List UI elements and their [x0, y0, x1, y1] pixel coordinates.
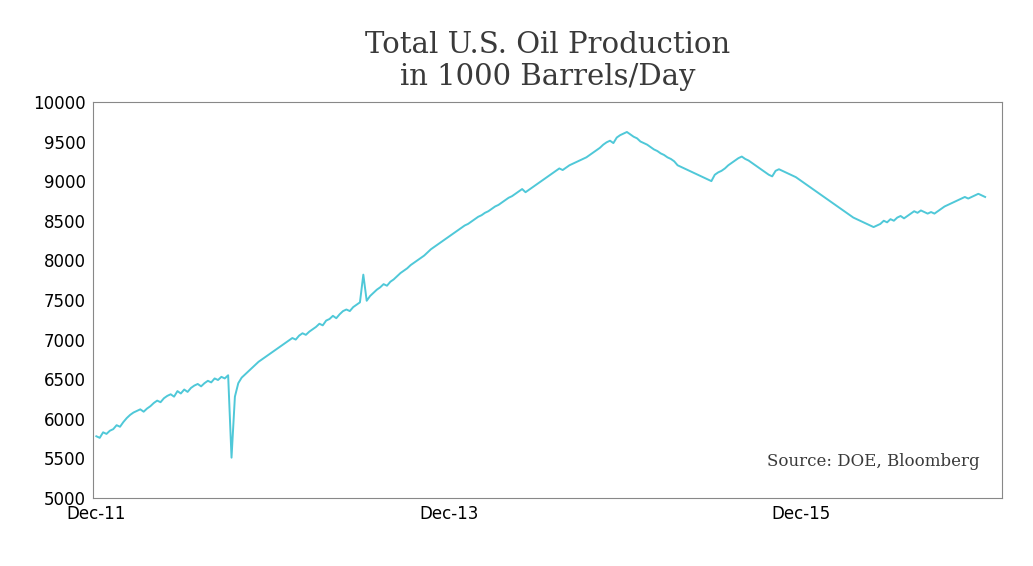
Text: Source: DOE, Bloomberg: Source: DOE, Bloomberg	[766, 453, 979, 470]
Title: Total U.S. Oil Production
in 1000 Barrels/Day: Total U.S. Oil Production in 1000 Barrel…	[365, 31, 730, 91]
